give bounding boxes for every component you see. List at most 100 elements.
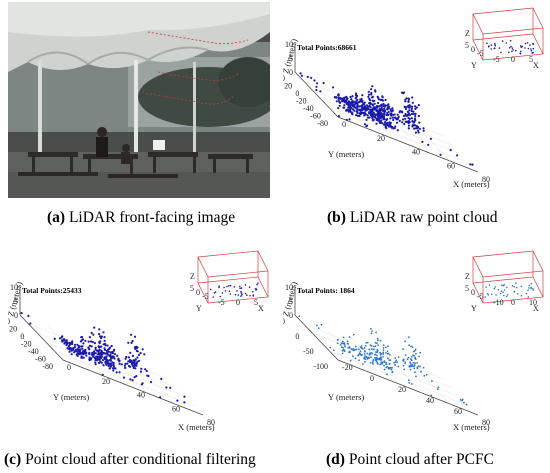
inset-point: [516, 293, 519, 295]
cloud-point: [98, 356, 101, 359]
inset-point: [494, 286, 496, 288]
z-tick-label: 10: [285, 40, 293, 49]
cloud-point: [350, 348, 353, 350]
cloud-point: [135, 347, 138, 350]
cloud-point: [379, 108, 382, 111]
cloud-point: [408, 104, 411, 107]
cloud-point: [102, 331, 105, 334]
inset-point: [252, 295, 255, 297]
cloud-point: [373, 108, 376, 111]
cloud-point: [371, 352, 374, 355]
cloud-point: [397, 365, 400, 368]
cloud-point: [98, 333, 101, 336]
cloud-point: [94, 346, 97, 349]
cloud-point: [365, 124, 369, 127]
caption-b: (b) LiDAR raw point cloud: [327, 209, 498, 227]
cloud-point: [383, 121, 387, 124]
cloud-point: [341, 352, 344, 355]
cloud-point: [338, 104, 341, 107]
cloud-point: [404, 361, 407, 364]
cloud-point: [368, 108, 372, 111]
cloud-point: [408, 344, 410, 347]
cloud-point: [82, 342, 85, 345]
cloud-point: [76, 343, 79, 346]
cloud-point: [393, 361, 396, 364]
cloud-point: [101, 351, 104, 354]
z-tick-label: 0: [289, 311, 293, 320]
cloud-point: [82, 351, 86, 355]
cloud-point: [391, 371, 394, 374]
cloud-point: [352, 108, 355, 111]
cloud-point: [355, 114, 358, 117]
inset-point: [486, 42, 488, 44]
cloud-point: [390, 110, 393, 113]
inset-y-label: Y: [471, 61, 477, 70]
cloud-point: [344, 99, 348, 102]
inset-point: [506, 286, 508, 289]
cloud-point: [394, 364, 396, 366]
inset-point: [240, 295, 242, 297]
cloud-point: [76, 354, 79, 357]
cloud-point: [422, 127, 425, 130]
cloud-point: [363, 123, 367, 126]
cloud-point: [414, 371, 416, 373]
y-tick-label: 40: [8, 317, 10, 326]
cloud-point: [118, 359, 121, 362]
cloud-point: [366, 358, 369, 360]
cloud-point: [366, 341, 369, 344]
cloud-point: [122, 376, 126, 379]
cloud-point: [412, 350, 415, 353]
cloud-point: [108, 367, 111, 370]
cloud-point: [367, 116, 370, 119]
cloud-point: [344, 345, 346, 348]
cloud-point: [342, 340, 344, 343]
cloud-point: [329, 346, 332, 349]
cloud-point: [118, 362, 121, 365]
cloud-point: [410, 110, 413, 113]
cloud-point: [408, 381, 411, 384]
cloud-point: [366, 114, 369, 117]
inset-x-tick: 0: [236, 298, 240, 307]
cloud-point: [371, 330, 373, 332]
cloud-point: [73, 350, 76, 353]
inset-point: [527, 296, 530, 298]
cloud-point: [404, 114, 407, 117]
cloud-point: [356, 114, 359, 117]
cloud-point: [386, 114, 390, 117]
cloud-point: [383, 364, 385, 367]
inset-point: [255, 288, 258, 290]
cloud-point: [94, 361, 97, 364]
cloud-point: [383, 105, 386, 108]
cloud-point: [113, 357, 116, 360]
cloud-point: [101, 373, 104, 376]
cloud-point: [359, 98, 362, 101]
cloud-point: [109, 365, 113, 368]
y-tick-label: 0: [295, 332, 299, 341]
inset-box: ZY X-5 0 55 0 -5: [465, 7, 544, 70]
cloud-point: [422, 129, 425, 132]
cloud-point: [380, 359, 382, 361]
cloud-point: [382, 344, 385, 347]
cloud-point: [124, 362, 127, 365]
cloud-point: [407, 105, 410, 108]
cloud-point: [149, 380, 153, 384]
inset-box: ZY X-5 0 55 0 -5: [190, 250, 269, 313]
cloud-point: [94, 356, 97, 359]
cloud-point: [345, 108, 348, 111]
cloud-point: [133, 365, 136, 368]
cloud-point: [92, 333, 95, 336]
inset-z-label: Z: [190, 272, 195, 281]
cloud-point: [363, 347, 366, 349]
cloud-point: [411, 101, 414, 104]
cloud-point: [370, 88, 373, 91]
cloud-point: [365, 108, 368, 111]
cloud-point: [385, 363, 387, 366]
cloud-point: [407, 124, 411, 127]
cloud-point: [416, 366, 419, 369]
cloud-point: [360, 347, 363, 350]
cloud-point: [108, 347, 111, 350]
cloud-point: [103, 356, 106, 359]
cloud-point: [412, 110, 415, 113]
cloud-point: [347, 343, 350, 345]
